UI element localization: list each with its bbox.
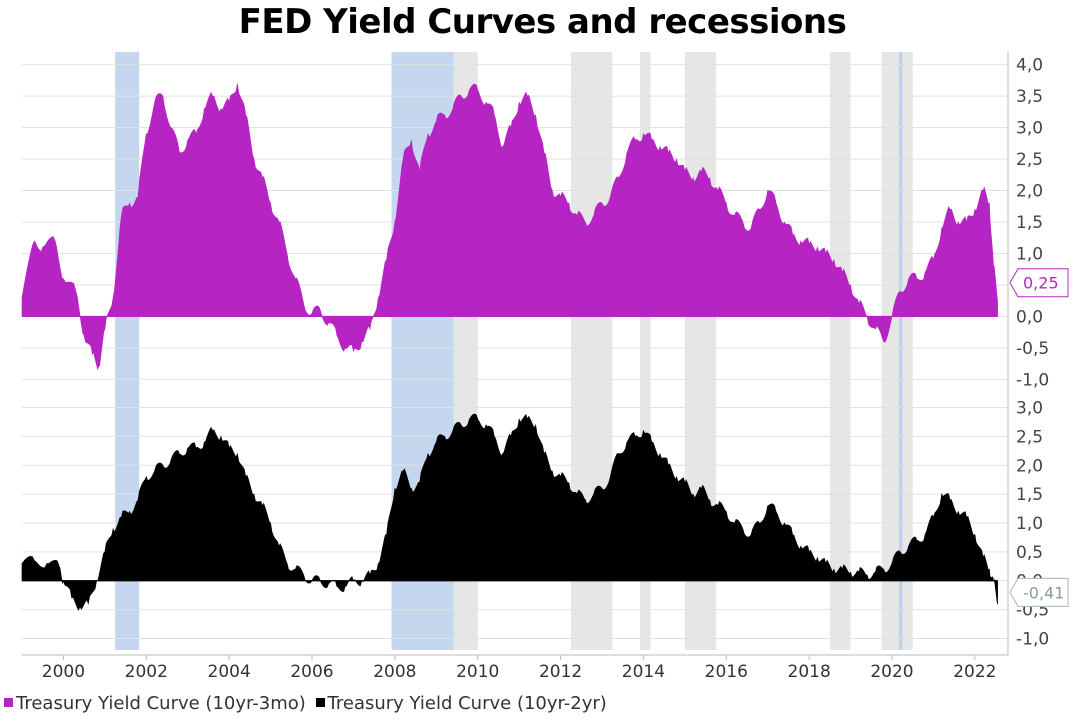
callout-value-0: 0,25 bbox=[1023, 274, 1059, 293]
ytick-label-p0-7: 2,5 bbox=[1016, 150, 1043, 170]
recession-band-2 bbox=[899, 52, 903, 650]
ytick-label-p1-7: 2,5 bbox=[1016, 427, 1043, 447]
ytick-label-p0-5: 1,5 bbox=[1016, 213, 1043, 233]
callout-box-1 bbox=[1009, 577, 1069, 607]
xtick-label-6: 2012 bbox=[539, 662, 582, 682]
legend-swatch-10yr-2yr bbox=[315, 698, 325, 707]
legend: Treasury Yield Curve (10yr-3mo) Treasury… bbox=[4, 693, 611, 714]
ytick-label-p1-5: 1,5 bbox=[1016, 485, 1043, 505]
xtick-label-0: 2000 bbox=[42, 662, 85, 682]
ytick-label-p0-2: 0,0 bbox=[1016, 307, 1043, 327]
ytick-label-p0-8: 3,0 bbox=[1016, 119, 1043, 139]
legend-item-10yr-2yr[interactable]: Treasury Yield Curve (10yr-2yr) bbox=[315, 693, 607, 714]
xtick-label-8: 2016 bbox=[705, 662, 748, 682]
callout-value-1: -0,41 bbox=[1023, 583, 1064, 602]
xtick-label-9: 2018 bbox=[788, 662, 831, 682]
xtick-label-7: 2014 bbox=[622, 662, 665, 682]
xtick-label-3: 2006 bbox=[290, 662, 333, 682]
area-series-0 bbox=[21, 83, 998, 371]
ytick-label-p0-1: -0,5 bbox=[1016, 339, 1049, 359]
ytick-label-p0-10: 4,0 bbox=[1016, 56, 1043, 76]
chart-title: FED Yield Curves and recessions bbox=[238, 2, 847, 42]
legend-label-10yr-3mo: Treasury Yield Curve (10yr-3mo) bbox=[16, 693, 306, 714]
area-layer bbox=[21, 83, 998, 611]
ytick-label-p1-8: 3,0 bbox=[1016, 399, 1043, 419]
ytick-label-p1-0: -1,0 bbox=[1016, 629, 1049, 649]
callout-layer: 0,25 -0,41 bbox=[1009, 268, 1069, 607]
xtick-label-2: 2004 bbox=[208, 662, 251, 682]
xtick-label-1: 2002 bbox=[125, 662, 168, 682]
callout-box-0 bbox=[1009, 268, 1069, 298]
xtick-label-11: 2022 bbox=[953, 662, 996, 682]
legend-item-10yr-3mo[interactable]: Treasury Yield Curve (10yr-3mo) bbox=[4, 693, 306, 714]
ytick-label-p0-9: 3,5 bbox=[1016, 87, 1043, 107]
ytick-label-p1-3: 0,5 bbox=[1016, 543, 1043, 563]
ytick-label-p1-6: 2,0 bbox=[1016, 456, 1043, 476]
ytick-label-p0-0: -1,0 bbox=[1016, 370, 1049, 390]
legend-label-10yr-2yr: Treasury Yield Curve (10yr-2yr) bbox=[327, 693, 607, 714]
xtick-label-4: 2008 bbox=[373, 662, 416, 682]
last-value-callout-1: -0,41 bbox=[1009, 577, 1069, 607]
last-value-callout-0: 0,25 bbox=[1009, 268, 1069, 298]
shaded-period-2 bbox=[640, 52, 651, 650]
xtick-label-10: 2020 bbox=[870, 662, 913, 682]
ytick-label-p1-4: 1,0 bbox=[1016, 514, 1043, 534]
ytick-label-p0-6: 2,0 bbox=[1016, 182, 1043, 202]
shaded-period-4 bbox=[829, 52, 851, 650]
ytick-label-p0-4: 1,0 bbox=[1016, 244, 1043, 264]
xtick-label-5: 2010 bbox=[456, 662, 499, 682]
area-series-1 bbox=[21, 413, 998, 611]
legend-swatch-10yr-3mo bbox=[4, 698, 13, 707]
